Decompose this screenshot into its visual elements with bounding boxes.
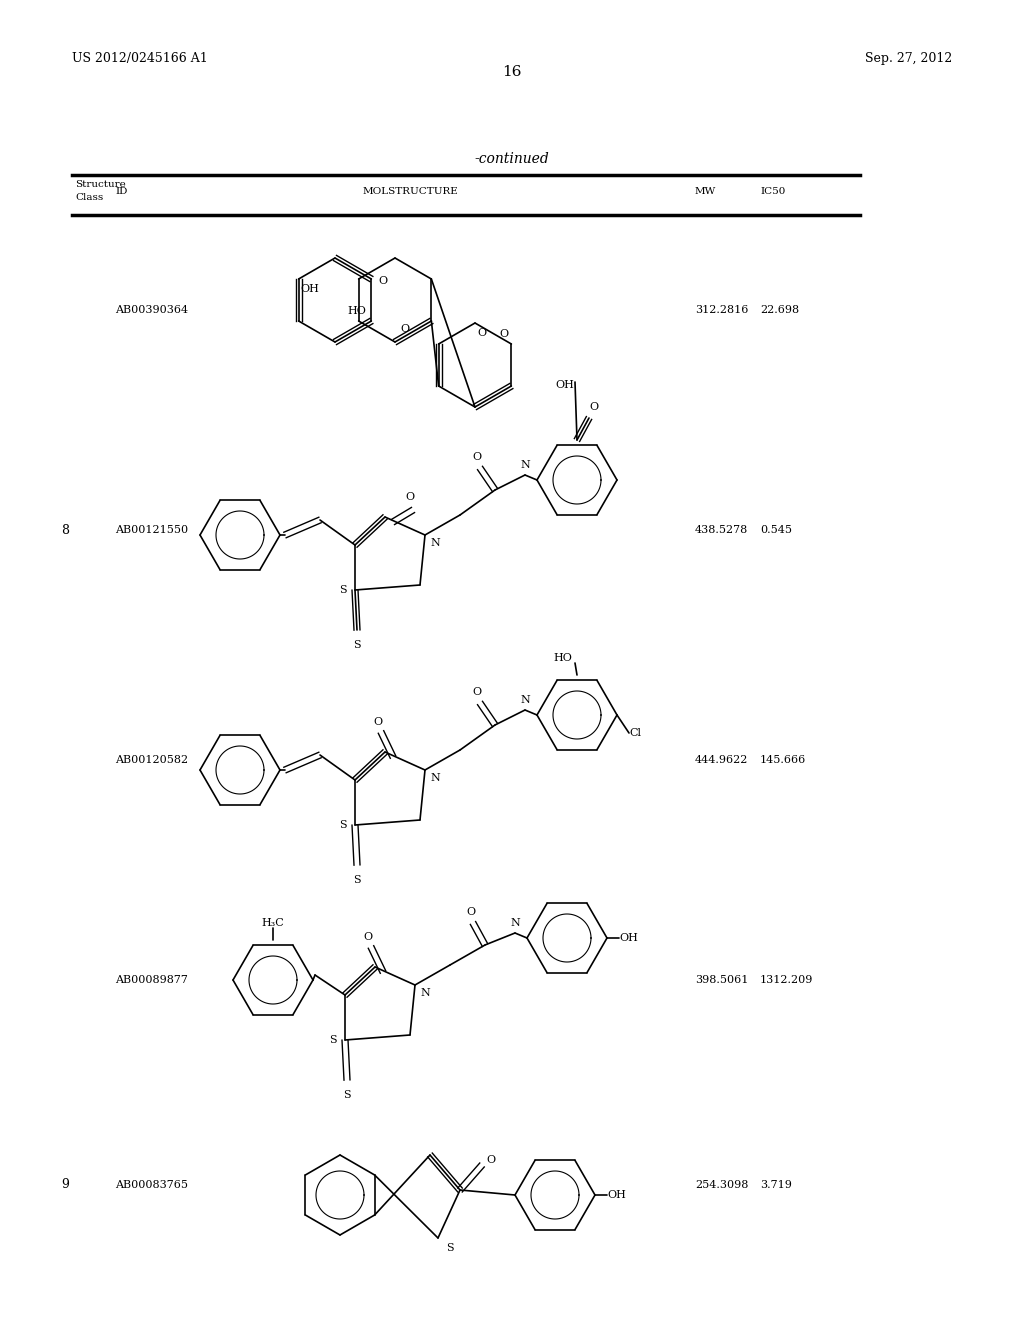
Text: O: O bbox=[400, 323, 410, 334]
Text: OH: OH bbox=[301, 284, 319, 294]
Text: S: S bbox=[343, 1090, 351, 1100]
Text: IC50: IC50 bbox=[760, 187, 785, 195]
Text: OH: OH bbox=[607, 1191, 626, 1200]
Text: S: S bbox=[339, 585, 347, 595]
Text: 444.9622: 444.9622 bbox=[695, 755, 749, 766]
Text: N: N bbox=[520, 696, 529, 705]
Text: 1312.209: 1312.209 bbox=[760, 975, 813, 985]
Text: N: N bbox=[430, 774, 439, 783]
Text: O: O bbox=[364, 932, 373, 942]
Text: MW: MW bbox=[695, 187, 716, 195]
Text: 16: 16 bbox=[502, 65, 522, 79]
Text: N: N bbox=[430, 539, 439, 548]
Text: -continued: -continued bbox=[475, 152, 549, 166]
Text: S: S bbox=[339, 820, 347, 830]
Text: HO: HO bbox=[347, 306, 367, 315]
Text: ID: ID bbox=[115, 187, 127, 195]
Text: S: S bbox=[446, 1243, 454, 1253]
Text: 9: 9 bbox=[61, 1179, 69, 1192]
Text: 0.545: 0.545 bbox=[760, 525, 792, 535]
Text: 438.5278: 438.5278 bbox=[695, 525, 749, 535]
Text: O: O bbox=[486, 1155, 496, 1166]
Text: N: N bbox=[520, 459, 529, 470]
Text: AB00121550: AB00121550 bbox=[115, 525, 188, 535]
Text: Cl: Cl bbox=[629, 729, 641, 738]
Text: O: O bbox=[477, 327, 486, 338]
Text: S: S bbox=[330, 1035, 337, 1045]
Text: O: O bbox=[472, 451, 481, 462]
Text: O: O bbox=[467, 907, 475, 917]
Text: HO: HO bbox=[553, 653, 572, 663]
Text: O: O bbox=[374, 717, 383, 727]
Text: OH: OH bbox=[555, 380, 574, 389]
Text: AB00089877: AB00089877 bbox=[115, 975, 187, 985]
Text: 8: 8 bbox=[61, 524, 69, 536]
Text: H₃C: H₃C bbox=[261, 917, 285, 928]
Text: N: N bbox=[510, 917, 520, 928]
Text: AB00120582: AB00120582 bbox=[115, 755, 188, 766]
Text: OH: OH bbox=[618, 933, 638, 942]
Text: O: O bbox=[589, 403, 598, 412]
Text: Sep. 27, 2012: Sep. 27, 2012 bbox=[864, 51, 952, 65]
Text: US 2012/0245166 A1: US 2012/0245166 A1 bbox=[72, 51, 208, 65]
Text: 145.666: 145.666 bbox=[760, 755, 806, 766]
Text: 254.3098: 254.3098 bbox=[695, 1180, 749, 1191]
Text: AB00390364: AB00390364 bbox=[115, 305, 188, 315]
Text: AB00083765: AB00083765 bbox=[115, 1180, 188, 1191]
Text: Class: Class bbox=[75, 193, 103, 202]
Text: 22.698: 22.698 bbox=[760, 305, 799, 315]
Text: O: O bbox=[500, 329, 508, 339]
Text: MOLSTRUCTURE: MOLSTRUCTURE bbox=[362, 187, 458, 195]
Text: 398.5061: 398.5061 bbox=[695, 975, 749, 985]
Text: O: O bbox=[379, 276, 388, 286]
Text: S: S bbox=[353, 640, 360, 649]
Text: O: O bbox=[472, 686, 481, 697]
Text: O: O bbox=[406, 492, 415, 502]
Text: Structure: Structure bbox=[75, 180, 126, 189]
Text: S: S bbox=[353, 875, 360, 884]
Text: 312.2816: 312.2816 bbox=[695, 305, 749, 315]
Text: N: N bbox=[420, 987, 430, 998]
Text: 3.719: 3.719 bbox=[760, 1180, 792, 1191]
